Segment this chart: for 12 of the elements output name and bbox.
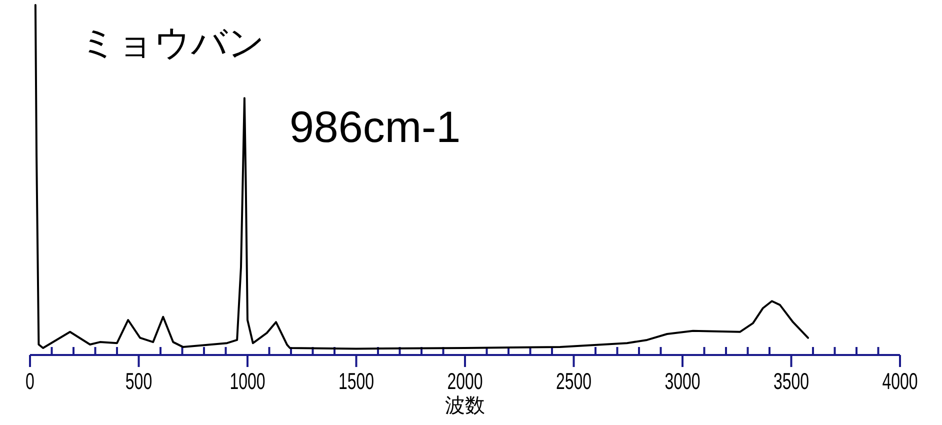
x-tick-label: 4000 <box>882 369 918 395</box>
x-tick-label: 0 <box>26 369 34 395</box>
x-axis-title: 波数 <box>445 395 485 417</box>
x-tick-label: 1000 <box>230 369 266 395</box>
x-tick-label: 2500 <box>556 369 592 395</box>
x-tick-label: 500 <box>125 369 152 395</box>
annotation: 986cm-1 <box>289 103 461 152</box>
text: ミョウバン <box>80 22 265 63</box>
x-tick-label: 3500 <box>773 369 810 395</box>
x-tick-label: 1500 <box>338 369 374 395</box>
x-tick-label: 3000 <box>664 369 700 395</box>
x-tick-label: 2000 <box>447 369 483 395</box>
